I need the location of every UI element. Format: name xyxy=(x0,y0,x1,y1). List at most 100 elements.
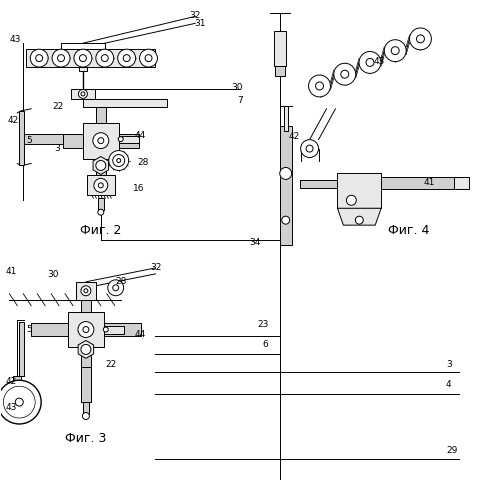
Bar xyxy=(83,99,168,107)
Text: 41: 41 xyxy=(423,178,434,187)
Circle shape xyxy=(145,54,152,62)
Text: 5: 5 xyxy=(26,325,32,334)
Circle shape xyxy=(118,49,136,67)
Circle shape xyxy=(74,49,92,67)
Bar xyxy=(98,198,104,210)
Circle shape xyxy=(93,132,109,148)
Bar xyxy=(13,376,21,386)
Circle shape xyxy=(82,412,90,420)
Circle shape xyxy=(81,344,91,354)
Text: 3: 3 xyxy=(446,360,452,369)
Text: Фиг. 4: Фиг. 4 xyxy=(388,224,430,236)
Text: 30: 30 xyxy=(231,84,243,92)
Bar xyxy=(76,282,96,300)
Bar xyxy=(274,32,286,66)
Circle shape xyxy=(0,380,41,424)
Bar xyxy=(19,111,24,166)
Circle shape xyxy=(98,138,104,143)
Text: 30: 30 xyxy=(47,270,59,280)
Text: 32: 32 xyxy=(150,264,161,272)
Text: 6: 6 xyxy=(262,340,268,349)
Circle shape xyxy=(83,326,89,332)
Bar xyxy=(83,402,89,414)
Circle shape xyxy=(15,398,23,406)
Circle shape xyxy=(84,289,88,293)
Polygon shape xyxy=(337,208,381,225)
Polygon shape xyxy=(78,340,94,358)
Text: 29: 29 xyxy=(446,446,457,456)
Circle shape xyxy=(36,54,43,62)
Circle shape xyxy=(282,216,290,224)
Circle shape xyxy=(57,54,65,62)
Circle shape xyxy=(384,40,406,62)
Text: 22: 22 xyxy=(52,102,64,112)
Bar xyxy=(87,176,115,196)
Circle shape xyxy=(96,160,106,170)
Bar xyxy=(96,106,106,176)
Circle shape xyxy=(123,54,130,62)
Circle shape xyxy=(103,327,108,332)
Circle shape xyxy=(80,54,86,62)
Circle shape xyxy=(334,64,356,85)
Circle shape xyxy=(78,322,94,338)
Circle shape xyxy=(3,386,35,418)
Text: Фиг. 2: Фиг. 2 xyxy=(80,224,122,236)
Bar xyxy=(68,312,104,348)
Text: 28: 28 xyxy=(137,158,148,167)
Bar xyxy=(26,49,156,67)
Bar xyxy=(71,89,95,99)
Bar xyxy=(300,180,337,188)
Text: 43: 43 xyxy=(10,34,21,43)
Bar xyxy=(63,134,138,147)
Circle shape xyxy=(101,54,108,62)
Bar xyxy=(83,122,119,158)
Circle shape xyxy=(391,46,399,54)
Bar xyxy=(352,178,461,190)
Text: 43: 43 xyxy=(6,402,17,411)
Bar xyxy=(31,322,140,336)
Polygon shape xyxy=(93,156,109,174)
Circle shape xyxy=(109,150,129,171)
Text: 44: 44 xyxy=(135,330,146,339)
Bar xyxy=(275,66,285,76)
Circle shape xyxy=(301,140,319,158)
Text: 41: 41 xyxy=(6,268,17,276)
Bar xyxy=(119,136,138,142)
Circle shape xyxy=(346,196,356,205)
Text: 22: 22 xyxy=(105,360,116,369)
Circle shape xyxy=(280,168,292,179)
Text: 32: 32 xyxy=(190,11,201,20)
Text: 31: 31 xyxy=(194,19,206,28)
Bar xyxy=(23,134,63,143)
Bar xyxy=(337,174,381,208)
Bar xyxy=(104,326,124,334)
Circle shape xyxy=(341,70,349,78)
Circle shape xyxy=(118,136,123,141)
Text: 34: 34 xyxy=(249,238,261,246)
Text: 4: 4 xyxy=(446,380,452,388)
Text: Фиг. 3: Фиг. 3 xyxy=(65,432,107,446)
Circle shape xyxy=(366,58,374,66)
Text: 7: 7 xyxy=(237,96,243,106)
Circle shape xyxy=(410,28,432,50)
Bar xyxy=(454,178,468,190)
Circle shape xyxy=(355,216,363,224)
Bar xyxy=(79,67,87,71)
Circle shape xyxy=(30,49,48,67)
Circle shape xyxy=(113,285,119,291)
Text: 43: 43 xyxy=(374,56,385,66)
Circle shape xyxy=(108,280,124,295)
Circle shape xyxy=(94,178,108,192)
Bar xyxy=(81,368,91,402)
Circle shape xyxy=(117,158,121,162)
Circle shape xyxy=(139,49,158,67)
Circle shape xyxy=(98,209,104,215)
Text: 5: 5 xyxy=(26,136,32,145)
Circle shape xyxy=(98,183,103,188)
Text: 44: 44 xyxy=(135,131,146,140)
Text: 42: 42 xyxy=(8,116,19,126)
Circle shape xyxy=(359,52,381,74)
Bar xyxy=(280,126,292,245)
Bar xyxy=(284,106,288,130)
Text: 3: 3 xyxy=(54,144,60,153)
